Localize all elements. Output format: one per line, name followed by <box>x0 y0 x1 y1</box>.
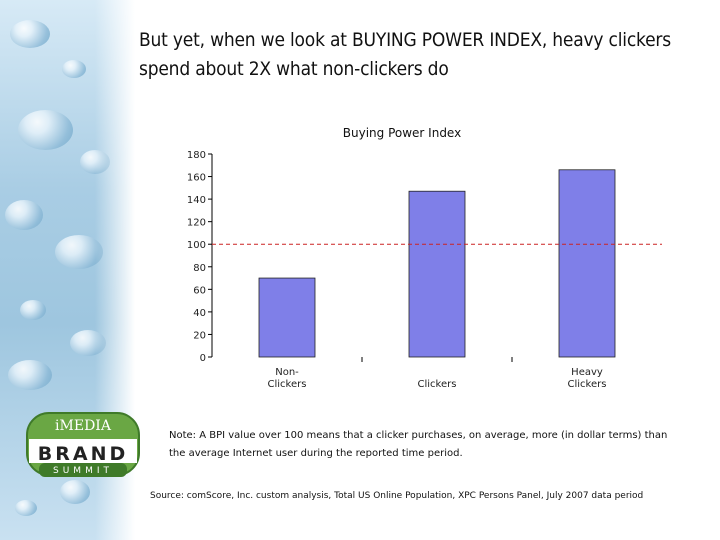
bar <box>558 169 616 358</box>
source-citation: Source: comScore, Inc. custom analysis, … <box>150 491 644 501</box>
y-tick-label: 140 <box>187 195 206 206</box>
imedia-brand-summit-logo: iMEDIA BRAND SUMMIT <box>25 411 141 483</box>
y-tick-label: 40 <box>193 308 206 319</box>
y-tick-label: 0 <box>200 353 206 364</box>
chart-title: Buying Power Index <box>342 126 462 140</box>
y-tick-label: 60 <box>193 285 206 296</box>
y-tick-label: 100 <box>187 240 206 251</box>
bar <box>408 190 466 358</box>
x-tick-label: Non-Clickers <box>268 367 307 390</box>
y-tick-label: 180 <box>187 150 206 161</box>
y-tick-label: 120 <box>187 218 206 229</box>
x-tick-label: Clickers <box>418 379 457 390</box>
y-tick-label: 160 <box>187 173 206 184</box>
y-tick-label: 80 <box>193 263 206 274</box>
bar <box>258 277 316 358</box>
y-tick-label: 20 <box>193 330 206 341</box>
slide-title: But yet, when we look at BUYING POWER IN… <box>139 29 671 80</box>
bpi-note: Note: A BPI value over 100 means that a … <box>169 430 668 459</box>
x-tick-label: Heavy Clickers <box>568 367 607 390</box>
